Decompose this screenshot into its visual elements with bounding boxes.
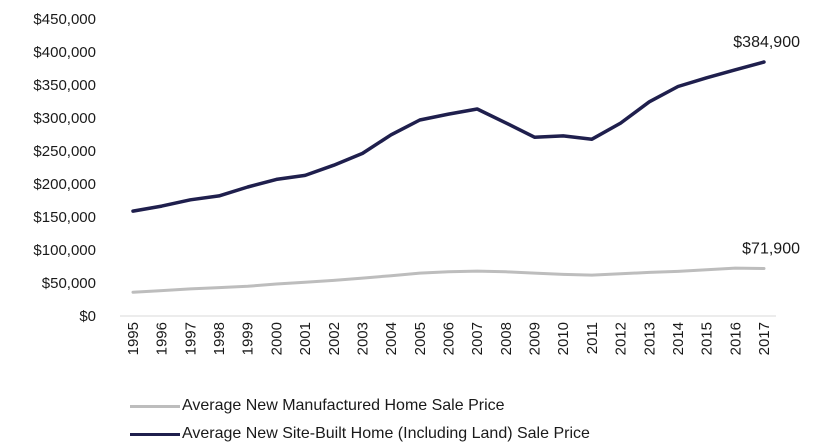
y-tick-label: $250,000 <box>33 143 96 160</box>
x-tick-label: 1999 <box>240 322 257 355</box>
y-axis-ticks: $0 $50,000 $100,000 $150,000 $200,000 $250,00… <box>33 11 96 325</box>
x-tick-label: 1998 <box>211 322 228 355</box>
x-tick-label: 2012 <box>613 322 630 355</box>
y-tick-label: $450,000 <box>33 11 96 28</box>
x-tick-label: 2011 <box>584 322 601 354</box>
x-tick-label: 2008 <box>498 322 515 355</box>
x-tick-label: 2003 <box>354 322 371 355</box>
x-tick-label: 2017 <box>756 322 773 355</box>
y-tick-label: $400,000 <box>33 44 96 61</box>
x-tick-label: 2009 <box>527 322 544 355</box>
series-line-site-built <box>131 60 766 213</box>
x-tick-label: 2007 <box>469 322 486 355</box>
x-tick-label: 1995 <box>125 322 142 355</box>
y-tick-label: $100,000 <box>33 242 96 259</box>
y-tick-label: $350,000 <box>33 77 96 94</box>
x-tick-label: 2006 <box>441 322 458 355</box>
x-tick-label: 2004 <box>383 322 400 355</box>
data-label-site-built: $384,900 <box>733 34 800 51</box>
x-tick-label: 2000 <box>268 322 285 355</box>
x-tick-label: 2016 <box>727 322 744 355</box>
x-tick-label: 2005 <box>412 322 429 355</box>
y-tick-label: $300,000 <box>33 110 96 127</box>
x-axis-ticks: 1995 1996 1997 1998 1999 2000 2001 2002 2003 2004… <box>125 322 773 355</box>
x-tick-label: 2010 <box>555 322 572 355</box>
x-tick-label: 1996 <box>154 322 171 355</box>
legend-item-manufactured: Average New Manufactured Home Sale Price <box>130 392 590 420</box>
data-labels: $71,900 $384,900 <box>733 34 800 258</box>
legend-swatch-site-built <box>130 432 180 436</box>
data-label-manufactured: $71,900 <box>742 241 800 258</box>
x-tick-label: 2001 <box>297 322 314 355</box>
series-group <box>131 60 766 294</box>
legend-label-site-built: Average New Site-Built Home (Including L… <box>182 425 590 442</box>
x-tick-label: 2014 <box>670 322 687 355</box>
y-tick-label: $0 <box>79 308 96 325</box>
series-line-manufactured <box>131 266 766 294</box>
legend-item-site-built: Average New Site-Built Home (Including L… <box>130 420 590 448</box>
y-tick-label: $150,000 <box>33 209 96 226</box>
x-tick-label: 2013 <box>641 322 658 355</box>
legend: Average New Manufactured Home Sale Price… <box>130 392 590 448</box>
y-tick-label: $200,000 <box>33 176 96 193</box>
x-tick-label: 2002 <box>326 322 343 355</box>
x-tick-label: 1997 <box>182 322 199 355</box>
legend-swatch-manufactured <box>130 404 180 408</box>
x-tick-label: 2015 <box>699 322 716 355</box>
legend-label-manufactured: Average New Manufactured Home Sale Price <box>182 397 505 414</box>
y-tick-label: $50,000 <box>42 275 96 292</box>
